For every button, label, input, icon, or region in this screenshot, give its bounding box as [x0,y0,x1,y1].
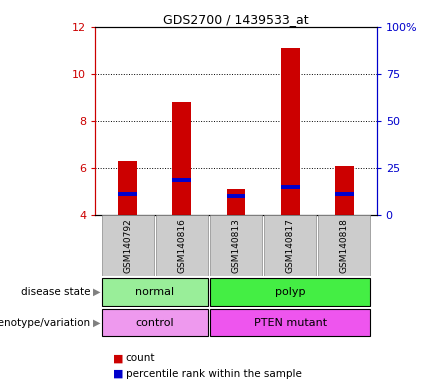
Bar [210,309,370,336]
Text: GSM140792: GSM140792 [123,218,132,273]
Text: GSM140817: GSM140817 [286,218,294,273]
Bar [210,215,262,276]
Text: disease state: disease state [21,287,91,297]
Text: ▶: ▶ [93,287,100,297]
Bar [226,194,246,198]
Bar [264,215,316,276]
Text: control: control [136,318,174,328]
Bar [281,48,300,215]
Bar [226,189,246,215]
Text: PTEN mutant: PTEN mutant [254,318,326,328]
Text: polyp: polyp [275,287,305,297]
Text: GSM140818: GSM140818 [340,218,349,273]
Bar [335,166,354,215]
Title: GDS2700 / 1439533_at: GDS2700 / 1439533_at [163,13,309,26]
Bar [102,309,208,336]
Bar [118,192,137,195]
Bar [318,215,370,276]
Text: GSM140816: GSM140816 [178,218,186,273]
Text: normal: normal [135,287,174,297]
Bar [281,185,300,189]
Text: GSM140813: GSM140813 [232,218,240,273]
Bar [210,278,370,306]
Bar [102,215,154,276]
Bar [335,192,354,195]
Bar [156,215,208,276]
Text: ■: ■ [113,369,123,379]
Text: percentile rank within the sample: percentile rank within the sample [126,369,301,379]
Text: ▶: ▶ [93,318,100,328]
Text: ■: ■ [113,353,123,363]
Bar [118,161,137,215]
Bar [172,102,191,215]
Text: genotype/variation: genotype/variation [0,318,91,328]
Bar [102,278,208,306]
Bar [172,178,191,182]
Text: count: count [126,353,155,363]
